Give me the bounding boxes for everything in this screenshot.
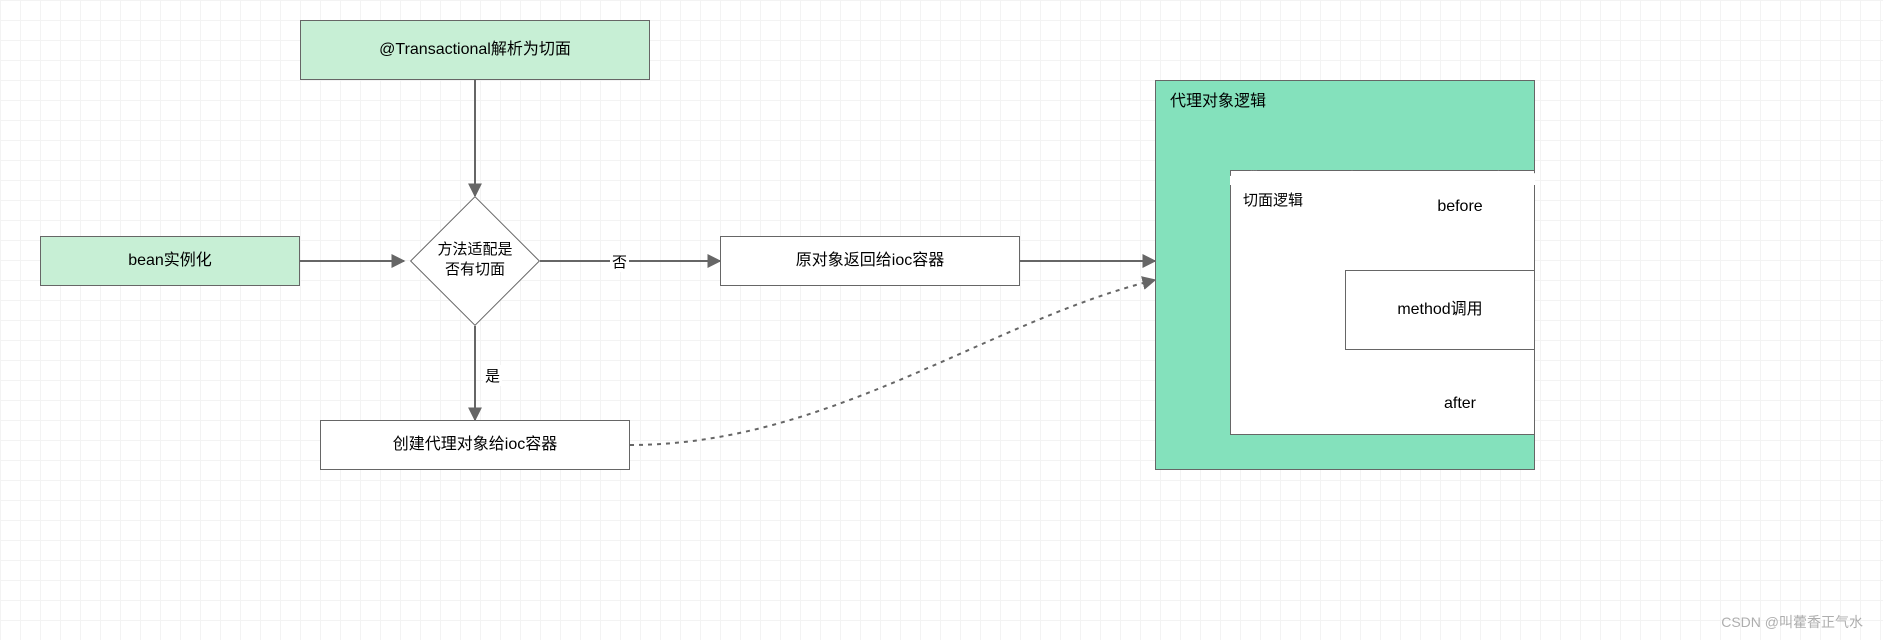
bean-label: bean实例化: [128, 250, 212, 272]
proxy-group-label: 代理对象逻辑: [1170, 91, 1266, 113]
node-orig-obj: 原对象返回给ioc容器: [720, 236, 1020, 286]
method-call-label: method调用: [1397, 299, 1482, 321]
edge-createproxy-proxygroup: [630, 280, 1155, 445]
edge-label-no: 否: [610, 251, 629, 272]
watermark: CSDN @叫藿香正气水: [1721, 612, 1863, 632]
node-bean: bean实例化: [40, 236, 300, 286]
node-decision: [410, 196, 540, 326]
after-label: after: [1444, 395, 1476, 412]
node-create-proxy: 创建代理对象给ioc容器: [320, 420, 630, 470]
orig-obj-label: 原对象返回给ioc容器: [796, 250, 944, 272]
before-label: before: [1437, 198, 1482, 215]
edge-label-yes: 是: [483, 365, 502, 386]
node-before-text: before: [1410, 198, 1510, 216]
create-proxy-label: 创建代理对象给ioc容器: [393, 434, 557, 456]
node-after-text: after: [1420, 395, 1500, 413]
node-method-call: method调用: [1345, 270, 1535, 350]
edges-layer: [0, 0, 1883, 640]
aspect-group-label: 切面逻辑: [1243, 189, 1303, 210]
transactional-label: @Transactional解析为切面: [379, 39, 571, 61]
node-transactional: @Transactional解析为切面: [300, 20, 650, 80]
